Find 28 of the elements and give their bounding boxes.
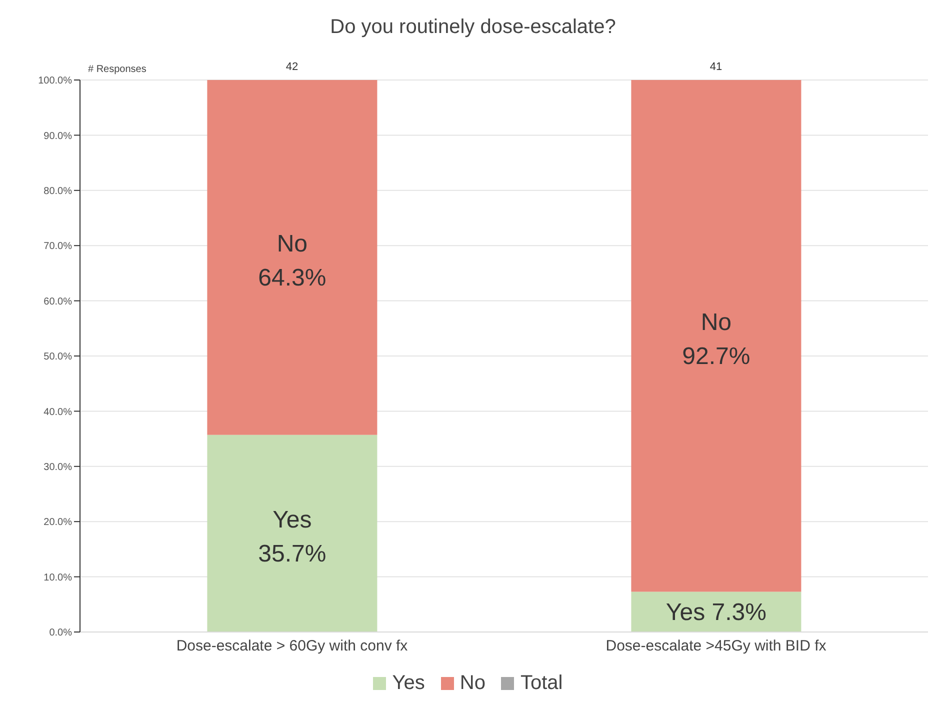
x-tick-label: Dose-escalate > 60Gy with conv fx <box>176 638 408 655</box>
x-tick-label: Dose-escalate >45Gy with BID fx <box>606 638 827 655</box>
y-tick-label: 90.0% <box>44 130 72 142</box>
data-label: No 64.3% <box>258 230 326 292</box>
y-tick-label: 80.0% <box>44 186 72 197</box>
y-tick-label: 20.0% <box>44 517 72 528</box>
data-label: Yes 7.3% <box>666 598 766 626</box>
bar <box>631 80 802 592</box>
bar <box>207 80 378 435</box>
y-tick-label: 60.0% <box>44 296 72 308</box>
bar <box>207 434 378 632</box>
chart-title: Do you routinely dose-escalate? <box>329 15 617 40</box>
y-tick-label: 10.0% <box>44 572 72 584</box>
bar <box>631 592 802 632</box>
text: # Responses <box>88 64 146 75</box>
y-tick-label: 70.0% <box>44 241 72 252</box>
y-tick-label: 50.0% <box>44 352 72 363</box>
y-tick-label: 0.0% <box>49 628 72 639</box>
y-tick-label: 30.0% <box>44 462 72 473</box>
legend-label: Total <box>520 672 563 695</box>
data-label: Yes 35.7% <box>258 506 326 568</box>
annotation: 42 <box>286 61 298 73</box>
y-tick-label: 40.0% <box>44 406 72 418</box>
y-tick-label: 100.0% <box>38 76 72 87</box>
legend-label: No <box>460 672 486 695</box>
legend-label: Yes <box>392 672 425 695</box>
annotation: 41 <box>710 61 722 73</box>
data-label: No 92.7% <box>682 308 750 370</box>
